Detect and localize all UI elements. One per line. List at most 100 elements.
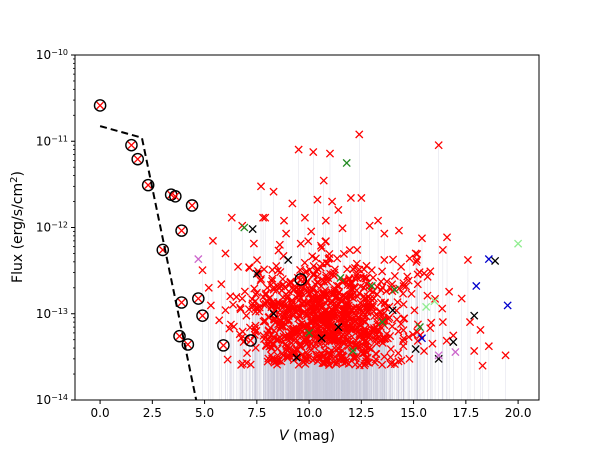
red-cross-marker (376, 277, 386, 286)
red-cross-marker (233, 262, 243, 271)
circled-marker (294, 273, 308, 286)
red-cross-marker (249, 239, 258, 248)
red-cross-marker (296, 265, 305, 275)
red-cross-marker (386, 360, 395, 369)
red-cross-marker (382, 277, 391, 286)
red-cross-marker (223, 355, 232, 364)
dashed-threshold-line (99, 125, 198, 400)
red-cross-marker (413, 336, 422, 345)
red-cross-marker (330, 311, 339, 320)
red-cross-marker (332, 359, 341, 369)
red-cross-marker (388, 255, 398, 264)
lightgreen-cross-marker (430, 297, 439, 306)
circled-marker (93, 99, 107, 112)
red-cross-marker (330, 286, 339, 295)
red-cross-marker (358, 346, 367, 355)
red-cross-marker (484, 342, 493, 351)
darkgreen-cross-marker (348, 346, 358, 356)
black-cross-marker (269, 309, 278, 318)
red-cross-marker (329, 313, 338, 322)
red-cross-marker (378, 335, 387, 344)
red-cross-marker (295, 312, 304, 321)
red-cross-marker (417, 234, 427, 243)
red-cross-marker (355, 130, 364, 139)
red-cross-marker (315, 313, 324, 322)
red-cross-marker (408, 330, 417, 339)
red-cross-marker (331, 293, 341, 302)
red-cross-marker (344, 335, 353, 344)
red-cross-marker (438, 318, 447, 327)
red-cross-marker (399, 337, 408, 346)
red-cross-marker (217, 280, 226, 289)
red-cross-marker (427, 318, 436, 327)
red-cross-marker (243, 349, 252, 358)
red-cross-marker (344, 314, 353, 323)
red-cross-marker (255, 303, 264, 312)
red-cross-marker (238, 294, 247, 303)
red-cross-marker (355, 330, 364, 339)
red-cross-marker (358, 315, 367, 324)
red-cross-marker (363, 337, 372, 346)
blue-cross-marker (484, 255, 493, 264)
red-cross-marker (380, 229, 389, 238)
red-cross-marker (323, 355, 332, 364)
red-cross-marker (341, 319, 350, 329)
red-cross-marker (362, 261, 371, 270)
x-tick-label: 7.5 (247, 406, 266, 420)
circled-marker (125, 138, 138, 152)
red-cross-marker (254, 269, 264, 278)
red-cross-marker (286, 278, 295, 287)
red-cross-marker (361, 337, 370, 346)
violet-cross-marker (194, 255, 203, 264)
red-cross-marker (404, 332, 413, 342)
red-cross-marker (442, 233, 452, 242)
red-cross-marker (386, 353, 395, 362)
red-cross-marker (272, 301, 281, 310)
red-cross-marker (396, 262, 406, 271)
circled-marker (196, 309, 209, 322)
red-cross-marker (307, 346, 316, 355)
red-cross-marker (363, 299, 372, 308)
red-cross-marker (410, 306, 419, 315)
red-cross-marker (325, 351, 334, 360)
red-cross-marker (320, 277, 329, 286)
y-tick-label: 10−12 (36, 220, 68, 235)
red-cross-marker (392, 315, 401, 324)
red-cross-marker (294, 145, 303, 154)
red-cross-marker (350, 316, 359, 326)
red-cross-marker (295, 325, 305, 334)
red-cross-marker (413, 280, 422, 289)
x-tick-label: 5.0 (195, 406, 214, 420)
red-cross-marker (228, 300, 238, 309)
red-cross-marker (300, 258, 309, 267)
red-cross-marker (322, 271, 331, 280)
red-cross-marker (274, 283, 283, 292)
red-cross-marker (365, 221, 374, 230)
red-cross-marker (221, 306, 230, 315)
circled-marker (244, 334, 257, 347)
red-cross-marker (352, 339, 361, 348)
red-cross-marker (292, 326, 301, 335)
red-cross-marker (465, 318, 475, 327)
red-cross-marker (273, 360, 282, 369)
red-cross-marker (344, 312, 353, 321)
x-tick-label: 10.0 (296, 406, 323, 420)
black-cross-marker (292, 353, 301, 362)
red-cross-marker (251, 327, 260, 336)
red-cross-marker (449, 331, 458, 340)
black-cross-marker (491, 256, 500, 265)
red-cross-marker (282, 229, 291, 238)
darkgreen-cross-marker (378, 318, 387, 327)
red-cross-marker (334, 300, 343, 309)
red-cross-marker (313, 195, 322, 204)
red-cross-marker (278, 338, 287, 347)
red-cross-marker (261, 341, 270, 350)
red-cross-marker (361, 274, 370, 283)
red-cross-marker (394, 349, 403, 358)
red-cross-marker (351, 360, 360, 369)
red-cross-marker (252, 256, 262, 265)
red-cross-marker (332, 281, 341, 290)
red-cross-marker (198, 266, 207, 275)
red-cross-marker (412, 255, 421, 264)
